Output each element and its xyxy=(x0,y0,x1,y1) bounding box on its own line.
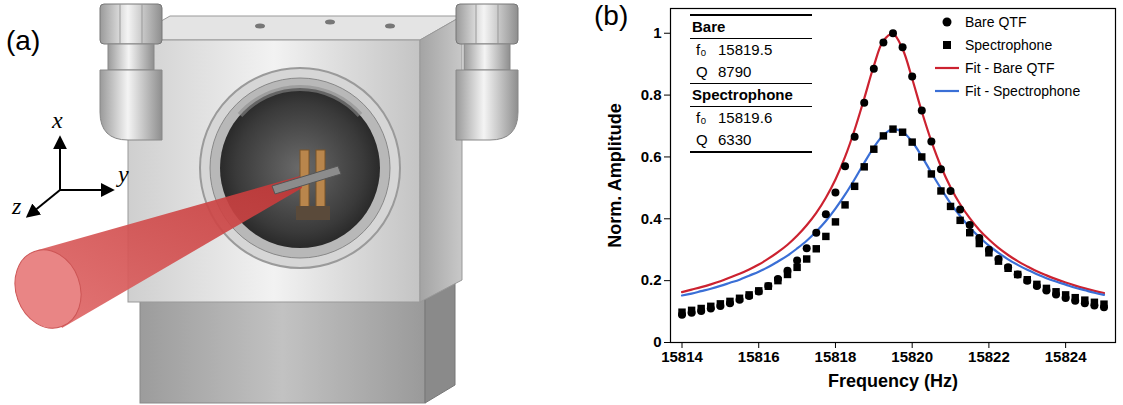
svg-text:0: 0 xyxy=(653,333,662,351)
svg-text:15814: 15814 xyxy=(661,348,703,365)
html-text:Bare: Bare xyxy=(692,18,726,35)
svg-text:15824: 15824 xyxy=(1045,348,1087,365)
html-text:6330: 6330 xyxy=(718,131,752,148)
svg-text:Frequency (Hz): Frequency (Hz) xyxy=(828,371,958,391)
html-text:f₀: f₀ xyxy=(696,109,707,126)
svg-text:15822: 15822 xyxy=(968,348,1010,365)
svg-text:0.6: 0.6 xyxy=(641,148,662,165)
svg-text:0.8: 0.8 xyxy=(641,86,662,103)
svg-text:y: y xyxy=(116,161,129,187)
svg-text:Norm. Amplitude: Norm. Amplitude xyxy=(605,103,625,247)
html-text:15819.6: 15819.6 xyxy=(718,109,773,126)
html-text:8790: 8790 xyxy=(718,63,752,80)
html-text:Bare QTF: Bare QTF xyxy=(965,13,1027,30)
svg-text:(a): (a) xyxy=(6,25,40,56)
html-text:Fit - Bare QTF: Fit - Bare QTF xyxy=(965,59,1055,76)
svg-text:15816: 15816 xyxy=(738,348,780,365)
svg-text:1: 1 xyxy=(653,24,661,41)
html-text:(b): (b) xyxy=(594,0,629,31)
html-text:Q: Q xyxy=(696,63,708,80)
html-text:Spectrophone: Spectrophone xyxy=(692,86,793,103)
svg-text:15820: 15820 xyxy=(891,348,933,365)
svg-text:x: x xyxy=(51,107,63,133)
html-text:Q: Q xyxy=(696,131,708,148)
html-text:Fit - Spectrophone: Fit - Spectrophone xyxy=(965,82,1081,99)
html-text:Spectrophone: Spectrophone xyxy=(965,36,1053,53)
svg-text:15818: 15818 xyxy=(815,348,857,365)
html-text:15819.5: 15819.5 xyxy=(718,41,773,58)
svg-text:0.2: 0.2 xyxy=(641,271,662,288)
svg-text:0.4: 0.4 xyxy=(641,210,663,227)
svg-text:z: z xyxy=(11,193,22,219)
html-text:f₀: f₀ xyxy=(696,41,707,58)
